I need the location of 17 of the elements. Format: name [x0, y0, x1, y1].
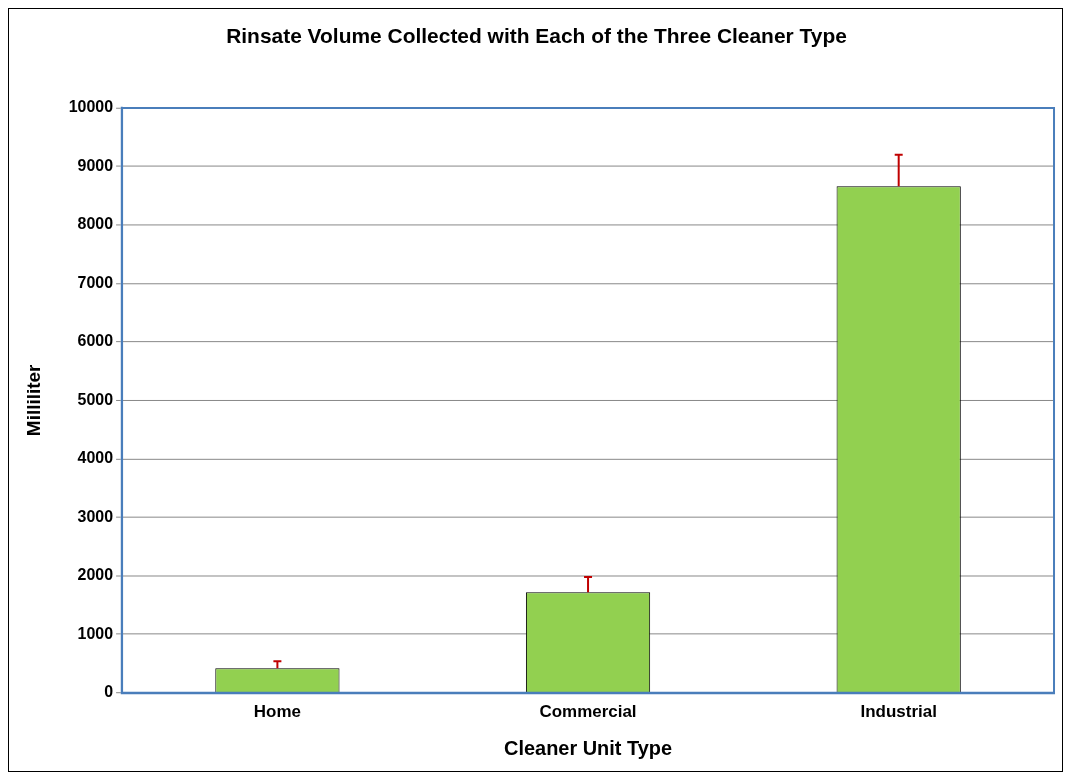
x-tick-label: Home [253, 701, 301, 721]
y-tick-label: 7000 [77, 273, 114, 291]
y-tick-label: 2000 [77, 566, 114, 584]
x-tick-label: Commercial [539, 701, 637, 721]
y-tick-label: 5000 [77, 390, 114, 408]
y-tick-label: 8000 [77, 215, 114, 233]
y-tick-label: 0 [104, 683, 114, 701]
x-axis-title: Cleaner Unit Type [504, 736, 673, 759]
y-tick-label: 9000 [77, 156, 114, 174]
x-tick-label: Industrial [860, 701, 937, 721]
y-tick-label: 4000 [77, 449, 114, 467]
y-tick-label: 3000 [77, 507, 114, 525]
y-tick-label: 10000 [68, 98, 114, 116]
chart-title: Rinsate Volume Collected with Each of the Three Cleaner Type [226, 24, 847, 48]
y-tick-label: 1000 [77, 624, 114, 642]
y-axis-title: Milliliter [22, 363, 44, 437]
y-tick-label: 6000 [77, 332, 114, 350]
